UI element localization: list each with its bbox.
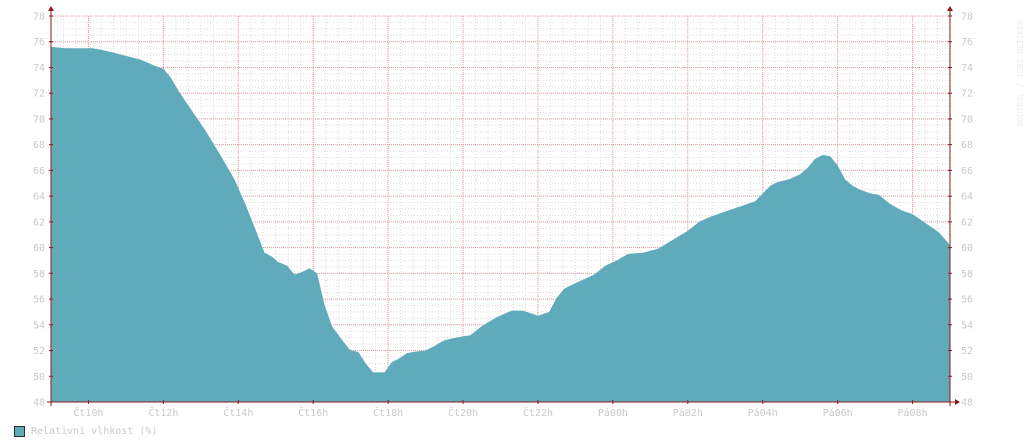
y-tick-label-left: 56: [33, 295, 45, 306]
y-tick-label-left: 48: [33, 398, 45, 409]
y-tick-label-left: 66: [33, 166, 45, 177]
y-tick-label-right: 58: [961, 269, 973, 280]
y-tick-label-right: 54: [961, 320, 973, 331]
x-tick-label: Pá00h: [598, 407, 628, 419]
humidity-chart: 48 48 50 50 52 52 54 54 56 56 58 58 60 60 62 62 64 64 66 66…: [33, 6, 973, 420]
legend-swatch: [14, 425, 25, 437]
x-tick-label: Pá08h: [897, 407, 927, 419]
humidity-area: [51, 46, 950, 403]
y-tick-label-right: 62: [961, 217, 973, 228]
y-tick-label-left: 60: [33, 243, 45, 254]
y-tick-label-left: 52: [33, 346, 45, 357]
y-tick-label-left: 76: [33, 37, 45, 48]
y-tick-label-right: 60: [961, 243, 973, 254]
y-tick-label-right: 72: [961, 89, 973, 100]
y-tick-label-right: 56: [961, 295, 973, 306]
y-axis-left-arrow: [48, 6, 54, 11]
y-tick-label-right: 70: [961, 114, 973, 125]
x-tick-label: Čt20h: [448, 406, 478, 419]
x-tick-label: Čt22h: [523, 406, 553, 419]
y-tick-label-right: 48: [961, 398, 973, 409]
y-tick-label-right: 76: [961, 37, 973, 48]
y-tick-label-left: 54: [33, 320, 45, 331]
watermark-text: RRDTOOL / TOBI OETIKER: [1016, 20, 1025, 126]
y-axis-right-arrow: [947, 6, 953, 11]
x-tick-label: Čt18h: [373, 406, 403, 419]
x-tick-label: Pá04h: [748, 407, 778, 419]
y-tick-label-left: 72: [33, 89, 45, 100]
x-tick-label: Čt16h: [298, 406, 328, 419]
y-tick-label-left: 70: [33, 114, 45, 125]
y-tick-label-right: 50: [961, 372, 973, 383]
x-axis-arrow: [955, 399, 960, 405]
x-tick-label: Pá02h: [673, 407, 703, 419]
y-tick-label-left: 50: [33, 372, 45, 383]
x-tick-label: Čt14h: [223, 406, 253, 419]
chart-area-layer: [51, 46, 950, 403]
y-tick-label-left: 68: [33, 140, 45, 151]
x-tick-label: Čt10h: [73, 406, 103, 419]
y-tick-label-right: 66: [961, 166, 973, 177]
chart-legend: Relativni vlhkost (%): [14, 424, 157, 438]
x-tick-label: Pá06h: [823, 407, 853, 419]
y-tick-label-left: 78: [33, 12, 45, 23]
watermark: RRDTOOL / TOBI OETIKER: [1016, 20, 1028, 140]
y-tick-label-left: 58: [33, 269, 45, 280]
chart-axes: [47, 6, 960, 406]
y-tick-label-right: 78: [961, 12, 973, 23]
y-tick-label-right: 68: [961, 140, 973, 151]
x-tick-label: Čt12h: [148, 406, 178, 419]
legend-label: Relativni vlhkost (%): [31, 425, 158, 437]
y-tick-label-left: 74: [33, 63, 45, 74]
y-tick-label-right: 64: [961, 192, 973, 203]
chart-tick-labels: 48 48 50 50 52 52 54 54 56 56 58 58 60 60 62 62 64 64 66 66…: [33, 12, 973, 420]
y-tick-label-right: 52: [961, 346, 973, 357]
y-tick-label-right: 74: [961, 63, 973, 74]
y-tick-label-left: 64: [33, 192, 45, 203]
y-tick-label-left: 62: [33, 217, 45, 228]
